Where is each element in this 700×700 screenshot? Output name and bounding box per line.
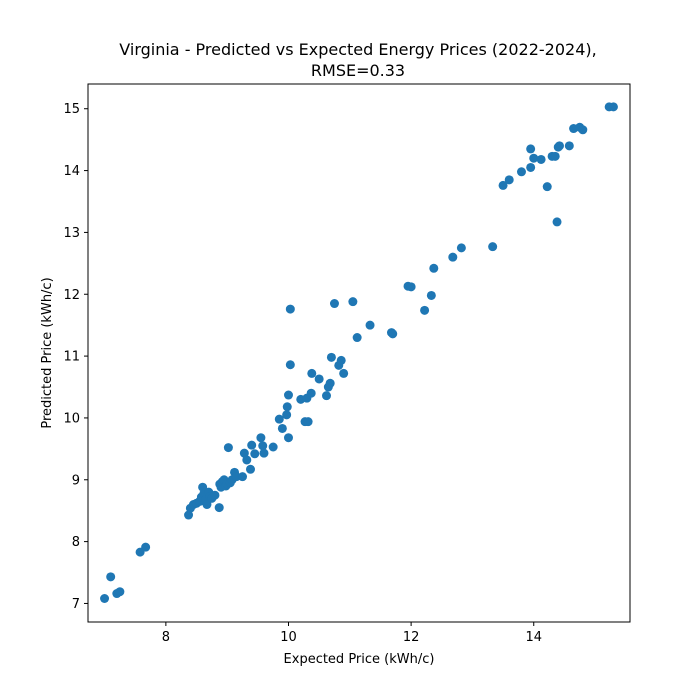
data-point [329,299,339,309]
data-point [352,333,362,343]
data-point [282,402,292,412]
x-tick-label: 8 [162,630,170,645]
y-axis-label: Predicted Price (kWh/c) [40,277,55,428]
x-tick-label: 12 [403,630,420,645]
y-tick-label: 9 [72,473,80,488]
data-point [504,175,514,185]
x-tick-label: 10 [280,630,297,645]
data-point [526,144,536,154]
y-axis-ticks: 7 8 9 10 11 12 13 14 15 [63,102,88,612]
data-point [516,167,526,177]
data-point [210,490,220,500]
x-axis-label: Expected Price (kWh/c) [284,652,435,667]
chart-title-line-1: Virginia - Predicted vs Expected Energy … [119,40,596,59]
data-point [268,442,278,452]
data-point [365,320,375,330]
y-tick-label: 15 [63,102,80,117]
data-point [214,503,224,513]
plot-frame [87,83,631,623]
data-point [106,572,116,582]
data-point [258,441,268,451]
data-point [564,141,574,151]
data-point [488,242,498,252]
data-point [542,182,552,192]
data-point [429,263,439,273]
data-point [426,290,436,300]
data-point [238,472,248,482]
data-point [536,154,546,164]
data-point [303,417,313,427]
data-point [456,243,466,253]
data-point [325,378,335,388]
data-point [285,360,295,370]
data-point [115,587,125,597]
data-point [283,433,293,443]
data-point [256,433,266,443]
data-point [239,448,249,458]
data-point [202,500,212,510]
data-point [274,414,284,424]
y-tick-label: 8 [72,535,80,550]
data-point [250,449,260,459]
y-tick-label: 12 [63,288,80,303]
x-tick-label: 14 [525,630,542,645]
data-point [285,304,295,314]
data-point [529,153,539,163]
data-point [282,410,292,420]
data-point [448,252,458,262]
data-point [554,141,564,151]
data-point [406,282,416,292]
data-point [420,305,430,315]
chart-title-line-2: RMSE=0.33 [311,61,405,80]
data-point [247,440,257,450]
data-point [283,390,293,400]
y-tick-label: 11 [63,350,80,365]
data-point [306,388,316,398]
data-point [348,297,358,307]
data-point [100,594,110,603]
data-point [141,542,151,552]
data-point [552,217,562,227]
data-point [314,374,324,384]
data-point [223,443,233,453]
data-point [326,352,336,362]
data-point [608,102,618,112]
y-tick-label: 13 [63,226,80,241]
data-point [245,464,255,474]
y-tick-label: 10 [63,411,80,426]
data-point [498,180,508,190]
data-point [307,368,317,378]
data-point [339,368,349,378]
data-point [322,391,331,401]
y-tick-label: 14 [63,164,80,179]
x-axis-ticks: 8 10 12 14 [162,622,542,645]
data-point [277,423,287,433]
data-point [242,455,252,465]
data-point [578,125,588,135]
data-point [526,162,536,172]
data-point [388,329,398,339]
data-points [100,102,618,603]
data-point [550,151,560,161]
y-tick-label: 7 [72,597,80,612]
data-point [184,510,194,520]
data-point [259,448,269,458]
data-point [336,355,346,365]
